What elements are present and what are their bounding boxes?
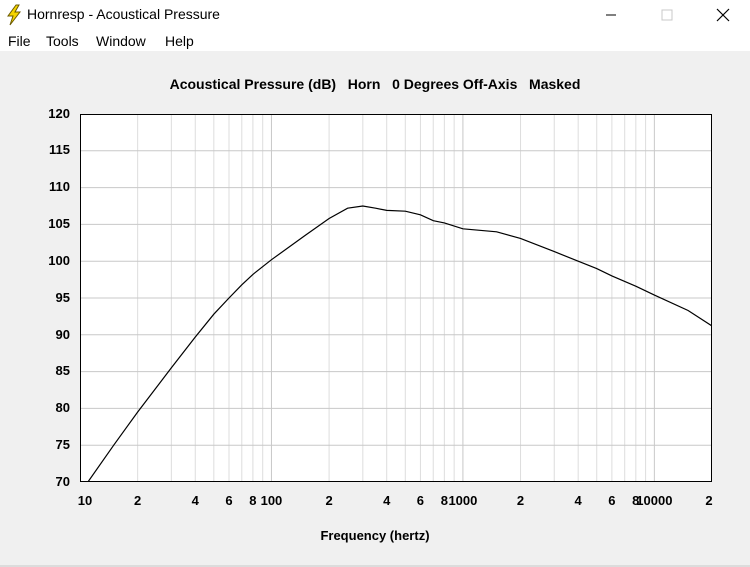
menu-bar: File Tools Window Help — [0, 30, 750, 51]
x-tick-label: 6 — [225, 493, 233, 508]
close-button[interactable] — [700, 0, 746, 30]
x-tick-label: 6 — [608, 493, 616, 508]
y-tick-label: 120 — [48, 106, 70, 121]
plot-area — [80, 114, 712, 482]
close-icon — [716, 8, 730, 22]
plot-frame — [80, 114, 712, 482]
maximize-button[interactable] — [644, 0, 690, 30]
x-tick-label: 10000 — [636, 493, 673, 508]
y-tick-label: 85 — [55, 363, 70, 378]
menu-tools[interactable]: Tools — [46, 33, 79, 49]
x-tick-label: 4 — [383, 493, 391, 508]
maximize-icon — [661, 9, 673, 21]
x-tick-label: 2 — [325, 493, 333, 508]
y-tick-label: 95 — [55, 290, 70, 305]
x-tick-label: 8 — [249, 493, 257, 508]
menu-help[interactable]: Help — [165, 33, 194, 49]
y-tick-label: 110 — [49, 179, 70, 194]
x-tick-label: 4 — [191, 493, 199, 508]
y-tick-label: 90 — [55, 327, 70, 342]
y-tick-label: 115 — [49, 142, 70, 157]
minimize-button[interactable] — [588, 0, 634, 30]
lightning-bolt-icon — [7, 4, 22, 26]
window-bottom-edge — [0, 565, 750, 567]
chart-title: Acoustical Pressure (dB) Horn 0 Degrees … — [169, 76, 581, 92]
menu-file[interactable]: File — [8, 33, 31, 49]
minimize-icon — [606, 14, 616, 16]
window-title: Hornresp - Acoustical Pressure — [27, 6, 220, 22]
x-tick-label: 6 — [416, 493, 425, 508]
x-tick-label: 2 — [134, 493, 142, 508]
x-tick-label: 8 — [632, 493, 640, 508]
menu-window[interactable]: Window — [96, 33, 146, 49]
x-tick-label: 2 — [705, 493, 713, 508]
y-tick-label: 75 — [55, 437, 70, 452]
y-tick-label: 100 — [48, 253, 70, 268]
y-tick-label: 105 — [48, 216, 70, 231]
x-tick-label: 2 — [516, 493, 525, 508]
x-tick-label: 100 — [260, 493, 283, 508]
x-tick-label: 8 — [440, 493, 448, 508]
x-tick-label: 4 — [574, 493, 582, 508]
x-tick-label: 10 — [77, 493, 93, 508]
y-tick-label: 80 — [55, 400, 70, 415]
spl-response-line — [87, 205, 712, 482]
x-axis-title: Frequency (hertz) — [320, 528, 430, 543]
y-tick-label: 70 — [55, 474, 70, 489]
title-bar[interactable]: Hornresp - Acoustical Pressure — [0, 0, 750, 30]
x-tick-label: 1000 — [448, 493, 478, 508]
